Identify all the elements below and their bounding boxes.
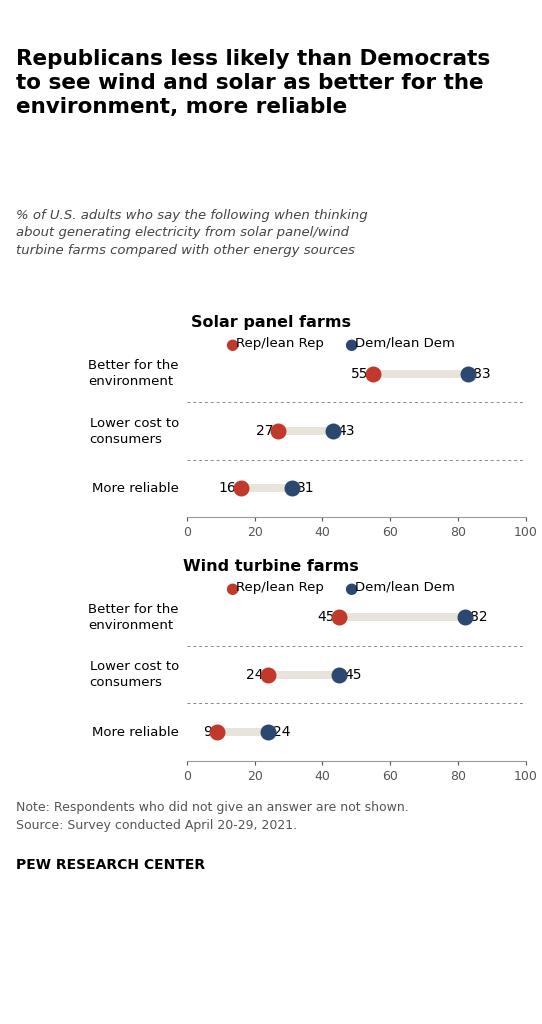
Point	[237, 480, 246, 497]
Text: 9: 9	[204, 725, 212, 739]
Bar	[279, 427, 333, 435]
Text: Better for the
environment: Better for the environment	[88, 603, 179, 632]
Text: % of U.S. adults who say the following when thinking
about generating electricit: % of U.S. adults who say the following w…	[16, 209, 368, 257]
Text: Rep/lean Rep: Rep/lean Rep	[236, 337, 324, 350]
Text: Solar panel farms: Solar panel farms	[191, 315, 351, 331]
Text: Note: Respondents who did not give an answer are not shown.
Source: Survey condu: Note: Respondents who did not give an an…	[16, 801, 409, 831]
Point	[213, 724, 222, 740]
Point	[460, 609, 469, 626]
Text: 45: 45	[317, 610, 334, 625]
Text: Lower cost to
consumers: Lower cost to consumers	[89, 660, 179, 689]
Text: More reliable: More reliable	[92, 726, 179, 738]
Text: 55: 55	[351, 367, 368, 381]
Text: More reliable: More reliable	[92, 482, 179, 495]
Text: 24: 24	[246, 668, 263, 682]
Text: 27: 27	[256, 424, 273, 438]
Text: Dem/lean Dem: Dem/lean Dem	[355, 581, 455, 594]
Point	[328, 423, 337, 439]
Point	[369, 366, 378, 382]
Point	[335, 667, 344, 683]
Text: 82: 82	[470, 610, 487, 625]
Text: ●: ●	[344, 337, 357, 352]
Text: Better for the
environment: Better for the environment	[88, 359, 179, 388]
Text: 83: 83	[473, 367, 491, 381]
Bar	[373, 370, 468, 378]
Text: Lower cost to
consumers: Lower cost to consumers	[89, 417, 179, 445]
Point	[274, 423, 283, 439]
Text: PEW RESEARCH CENTER: PEW RESEARCH CENTER	[16, 858, 205, 872]
Text: Wind turbine farms: Wind turbine farms	[183, 559, 359, 574]
Text: Dem/lean Dem: Dem/lean Dem	[355, 337, 455, 350]
Point	[264, 724, 273, 740]
Text: ●: ●	[344, 581, 357, 596]
Bar	[268, 671, 339, 679]
Point	[288, 480, 296, 497]
Text: 16: 16	[218, 481, 236, 496]
Text: ●: ●	[225, 337, 238, 352]
Point	[335, 609, 344, 626]
Text: Rep/lean Rep: Rep/lean Rep	[236, 581, 324, 594]
Text: Republicans less likely than Democrats
to see wind and solar as better for the
e: Republicans less likely than Democrats t…	[16, 49, 491, 117]
Bar	[241, 484, 292, 493]
Point	[264, 667, 273, 683]
Bar	[217, 728, 268, 736]
Text: 43: 43	[338, 424, 355, 438]
Point	[464, 366, 473, 382]
Text: 45: 45	[345, 668, 362, 682]
Text: ●: ●	[225, 581, 238, 596]
Bar	[339, 613, 464, 622]
Text: 24: 24	[273, 725, 291, 739]
Text: 31: 31	[297, 481, 315, 496]
